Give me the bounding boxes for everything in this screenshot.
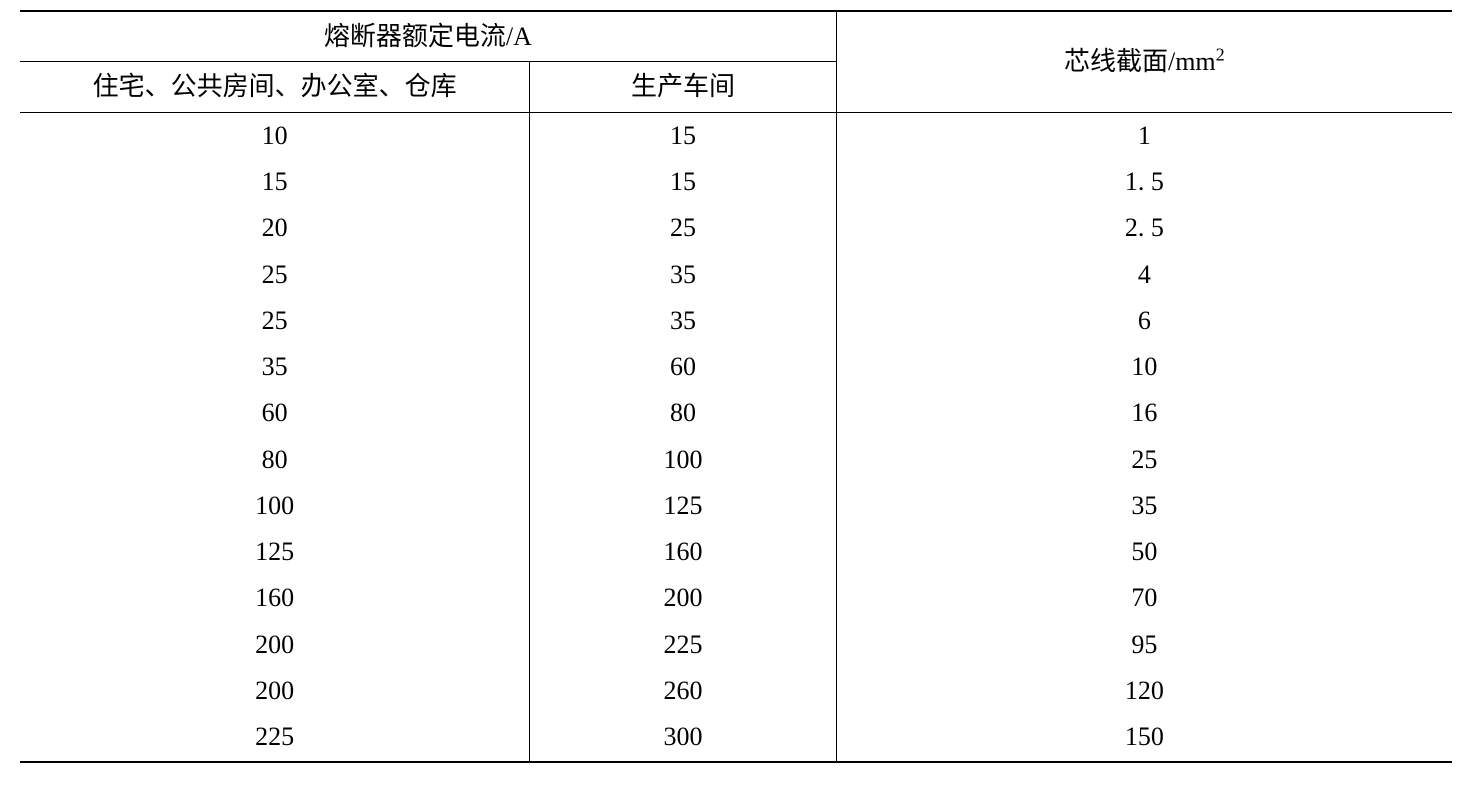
cell-residential: 10	[20, 112, 530, 159]
cell-cross-section: 150	[836, 714, 1452, 761]
cell-workshop: 80	[530, 390, 836, 436]
cell-residential: 100	[20, 483, 530, 529]
table-row: 12516050	[20, 529, 1452, 575]
table-row: 10151	[20, 112, 1452, 159]
cell-residential: 160	[20, 575, 530, 621]
table-row: 8010025	[20, 437, 1452, 483]
header-core-cross-section: 芯线截面/mm2	[836, 11, 1452, 112]
cell-residential: 25	[20, 298, 530, 344]
header-sub-workshop: 生产车间	[530, 62, 836, 112]
table-row: 225300150	[20, 714, 1452, 761]
cell-cross-section: 120	[836, 668, 1452, 714]
cell-cross-section: 4	[836, 252, 1452, 298]
cell-workshop: 100	[530, 437, 836, 483]
cell-cross-section: 25	[836, 437, 1452, 483]
table-row: 15151. 5	[20, 159, 1452, 205]
cell-residential: 225	[20, 714, 530, 761]
header-core-cross-section-sup: 2	[1216, 45, 1225, 65]
cell-residential: 60	[20, 390, 530, 436]
table-row: 20022595	[20, 622, 1452, 668]
table-header: 熔断器额定电流/A 芯线截面/mm2 住宅、公共房间、办公室、仓库 生产车间	[20, 11, 1452, 112]
cell-cross-section: 10	[836, 344, 1452, 390]
cell-workshop: 15	[530, 159, 836, 205]
header-core-cross-section-text: 芯线截面/mm	[1064, 47, 1216, 76]
header-sub-residential: 住宅、公共房间、办公室、仓库	[20, 62, 530, 112]
cell-cross-section: 35	[836, 483, 1452, 529]
cell-workshop: 125	[530, 483, 836, 529]
cell-cross-section: 2. 5	[836, 205, 1452, 251]
table-row: 608016	[20, 390, 1452, 436]
header-group-fuse-current: 熔断器额定电流/A	[20, 11, 836, 62]
cell-residential: 25	[20, 252, 530, 298]
cell-workshop: 260	[530, 668, 836, 714]
cell-workshop: 35	[530, 298, 836, 344]
cell-workshop: 160	[530, 529, 836, 575]
cell-residential: 80	[20, 437, 530, 483]
cell-residential: 125	[20, 529, 530, 575]
cell-cross-section: 1. 5	[836, 159, 1452, 205]
table-row: 10012535	[20, 483, 1452, 529]
fuse-table-container: 熔断器额定电流/A 芯线截面/mm2 住宅、公共房间、办公室、仓库 生产车间 1…	[20, 10, 1452, 763]
cell-workshop: 300	[530, 714, 836, 761]
table-row: 25356	[20, 298, 1452, 344]
table-row: 356010	[20, 344, 1452, 390]
cell-residential: 15	[20, 159, 530, 205]
cell-cross-section: 6	[836, 298, 1452, 344]
cell-workshop: 225	[530, 622, 836, 668]
cell-residential: 200	[20, 668, 530, 714]
cell-workshop: 200	[530, 575, 836, 621]
cell-cross-section: 95	[836, 622, 1452, 668]
cell-workshop: 60	[530, 344, 836, 390]
cell-cross-section: 50	[836, 529, 1452, 575]
table-row: 25354	[20, 252, 1452, 298]
cell-residential: 20	[20, 205, 530, 251]
cell-residential: 200	[20, 622, 530, 668]
table-row: 20252. 5	[20, 205, 1452, 251]
fuse-current-table: 熔断器额定电流/A 芯线截面/mm2 住宅、公共房间、办公室、仓库 生产车间 1…	[20, 10, 1452, 763]
cell-workshop: 25	[530, 205, 836, 251]
cell-cross-section: 1	[836, 112, 1452, 159]
cell-cross-section: 16	[836, 390, 1452, 436]
table-row: 200260120	[20, 668, 1452, 714]
cell-residential: 35	[20, 344, 530, 390]
table-body: 1015115151. 520252. 52535425356356010608…	[20, 112, 1452, 761]
table-row: 16020070	[20, 575, 1452, 621]
cell-workshop: 15	[530, 112, 836, 159]
cell-cross-section: 70	[836, 575, 1452, 621]
cell-workshop: 35	[530, 252, 836, 298]
